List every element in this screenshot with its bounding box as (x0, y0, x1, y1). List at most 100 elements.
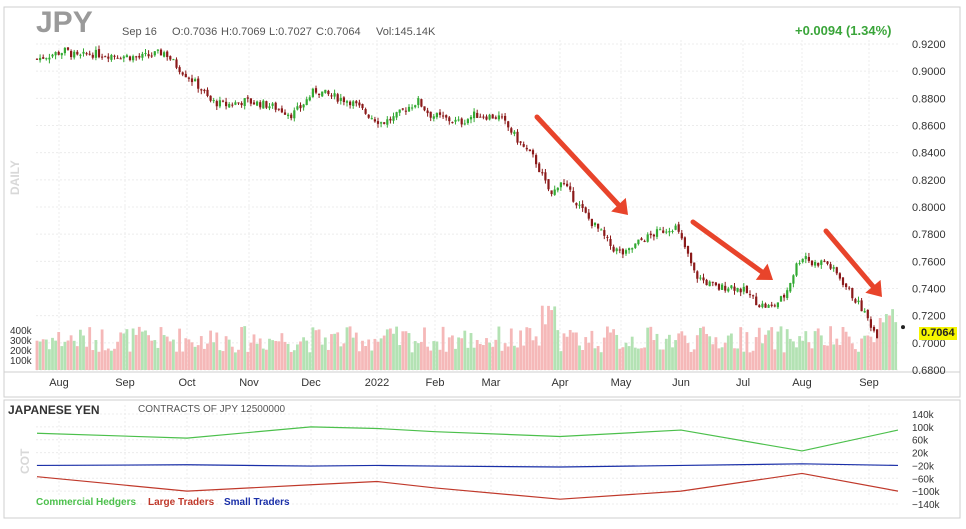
downtrend-arrow-head (611, 197, 628, 215)
candle-body (702, 277, 705, 281)
volume-bar (745, 332, 749, 370)
candle-body (79, 54, 82, 56)
downtrend-arrow (690, 219, 765, 275)
candle-body (752, 295, 755, 297)
volume-bar (509, 328, 513, 370)
candle-body (628, 248, 631, 251)
volume-bar (584, 337, 588, 370)
volume-bar (224, 336, 228, 370)
candle-body (717, 284, 721, 290)
volume-bar (469, 333, 473, 370)
volume-bar (801, 340, 805, 370)
candle-body (311, 88, 314, 97)
volume-bar (664, 338, 668, 370)
volume-bar (506, 346, 510, 370)
volume-bar (454, 348, 457, 370)
candle-body (578, 204, 581, 206)
candle-body (606, 236, 609, 238)
date-tick-label: 2022 (365, 377, 389, 389)
candle-body (119, 58, 122, 60)
date-tick-label: Mar (482, 377, 501, 389)
candle-body (302, 104, 305, 108)
date-tick-label: Apr (551, 377, 568, 389)
volume-bar (460, 338, 464, 370)
candle-body (327, 90, 330, 95)
candle-body (789, 283, 792, 292)
volume-bar (559, 351, 563, 370)
candle-body (835, 267, 838, 274)
volume-bar (649, 326, 653, 370)
volume-bar (633, 347, 637, 370)
volume-bar (193, 346, 197, 370)
candle-body (45, 58, 48, 60)
volume-bar (100, 329, 104, 370)
volume-bar (320, 344, 324, 370)
cot-tick-label: −20k (912, 461, 935, 472)
volume-bar (863, 335, 867, 370)
date-tick-label: Dec (301, 377, 321, 389)
volume-bar (159, 327, 163, 370)
volume-bar (854, 349, 857, 370)
volume-bar (478, 344, 482, 370)
volume-bar (51, 337, 54, 370)
candle-body (414, 105, 417, 108)
volume-bar (875, 338, 879, 370)
candle-body (404, 110, 407, 112)
volume-bar (785, 329, 789, 370)
candle-body (587, 212, 590, 219)
candle-body (851, 288, 854, 299)
volume-bar (705, 333, 708, 370)
volume-bar (894, 322, 898, 370)
volume-bar (742, 351, 746, 370)
volume-bar (314, 330, 318, 370)
volume-bar (475, 339, 479, 370)
volume-bar (596, 345, 600, 370)
volume-bar (426, 346, 429, 370)
volume-bar (255, 343, 259, 370)
volume-bar (385, 329, 389, 370)
candle-body (166, 51, 169, 58)
volume-bar (503, 343, 507, 370)
candle-body (497, 115, 500, 120)
volume-bar (472, 347, 476, 370)
cot-title: JAPANESE YEN (8, 403, 100, 417)
volume-bar (695, 335, 699, 370)
volume-bar (66, 340, 70, 370)
candle-body (97, 49, 101, 58)
volume-bar (420, 341, 423, 370)
candle-body (550, 190, 553, 195)
candle-body (82, 51, 85, 54)
candle-body (473, 111, 476, 119)
candle-body (848, 287, 851, 289)
volume-bar (398, 345, 402, 370)
candle-body (637, 239, 640, 245)
candle-body (597, 223, 600, 229)
volume-bar (779, 326, 783, 370)
volume-bar (723, 342, 727, 370)
candle-body (435, 113, 438, 118)
volume-bar (683, 335, 687, 370)
volume-bar (810, 348, 814, 370)
ohlc-close: C:0.7064 (316, 26, 361, 38)
volume-bar (354, 332, 358, 370)
volume-bar (881, 322, 885, 370)
volume-bar (289, 351, 293, 370)
volume-bar (850, 343, 854, 370)
candle-body (826, 261, 829, 264)
volume-bar (593, 348, 597, 370)
candle-body (758, 305, 761, 308)
volume-bar (234, 352, 237, 370)
candle-body (736, 287, 739, 292)
volume-bar (305, 340, 309, 370)
candle-body (776, 302, 779, 308)
candle-body (779, 296, 783, 302)
date-tick-label: May (611, 377, 632, 389)
candle-body (680, 233, 683, 239)
volume-bar (137, 326, 141, 370)
candle-body (187, 77, 190, 79)
candle-body (383, 122, 386, 124)
candle-body (178, 67, 181, 73)
volume-bar (686, 343, 690, 370)
